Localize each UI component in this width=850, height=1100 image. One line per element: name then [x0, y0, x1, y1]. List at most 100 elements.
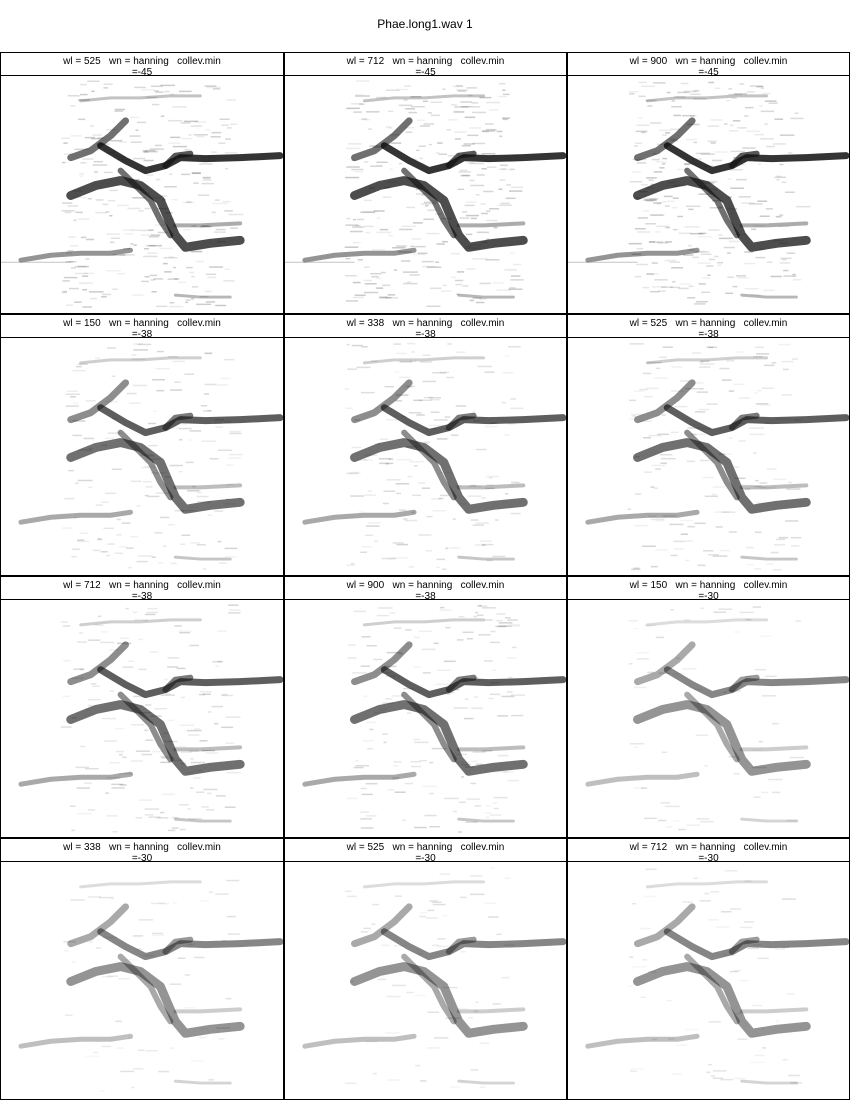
spectrogram-track [18, 771, 134, 787]
spectrogram-track [66, 438, 245, 514]
spectrogram-track [663, 666, 849, 699]
page-title: Phae.long1.wav 1 [377, 17, 473, 31]
spectrogram-track [684, 429, 740, 501]
panel-collev-min: =-30 [698, 853, 719, 862]
spectrogram-track [350, 176, 528, 252]
spectrogram-track [585, 247, 700, 263]
spectrogram-track [79, 94, 202, 103]
spectrogram-track [445, 412, 477, 431]
panel-collev-min: =-45 [698, 67, 719, 76]
panel-header: wl = 525 wn = hanning collev.min =-38 [567, 314, 850, 338]
spectrogram-track [302, 771, 417, 787]
spectrogram-track [173, 1007, 243, 1014]
spectrogram-plot [0, 75, 284, 314]
spectrogram-plot [284, 75, 567, 314]
spectrogram-track [302, 1033, 417, 1049]
spectrogram-track [79, 356, 202, 365]
spectrogram-track [456, 1007, 526, 1014]
spectrogram-track [457, 293, 515, 299]
spectrogram-track [66, 700, 245, 776]
spectrogram-track [645, 356, 769, 365]
panel-label: wl = 900 wn = hanning collev.min [629, 56, 788, 67]
spectrogram-plot [284, 861, 567, 1100]
panel-label: wl = 712 wn = hanning collev.min [63, 580, 221, 591]
spectrogram-track [456, 483, 526, 490]
spectrogram-track [380, 666, 566, 699]
spectrogram-track [633, 438, 811, 514]
panel-collev-min: =-45 [131, 67, 153, 76]
spectrogram-track [173, 483, 243, 490]
spectrogram-track [663, 928, 849, 961]
spectrogram-track [740, 555, 798, 561]
spectrogram-panel: wl = 900 wn = hanning collev.min =-38 [284, 576, 567, 838]
spectrogram-track [739, 221, 809, 228]
spectrogram-image [585, 606, 849, 831]
panel-header: wl = 900 wn = hanning collev.min =-38 [284, 576, 567, 600]
spectrogram-image [302, 342, 566, 570]
spectrogram-track [18, 247, 134, 263]
panel-label: wl = 338 wn = hanning collev.min [63, 842, 221, 853]
spectrogram-track [728, 412, 760, 431]
spectrogram-plot [0, 337, 284, 576]
panel-label: wl = 150 wn = hanning collev.min [629, 580, 788, 591]
panel-label: wl = 525 wn = hanning collev.min [629, 318, 788, 329]
panel-collev-min: =-30 [131, 853, 153, 862]
spectrogram-plot [284, 599, 567, 838]
spectrogram-track [445, 674, 477, 693]
spectrogram-track [350, 438, 528, 514]
panel-header: wl = 150 wn = hanning collev.min =-30 [567, 576, 850, 600]
spectrogram-track [456, 221, 526, 228]
panel-collev-min: =-45 [415, 67, 436, 76]
panel-label: wl = 525 wn = hanning collev.min [346, 842, 505, 853]
spectrogram-track [162, 936, 194, 955]
spectrogram-panel: wl = 150 wn = hanning collev.min =-38 [0, 314, 284, 576]
spectrogram-track [380, 142, 566, 175]
spectrogram-track [162, 412, 194, 431]
spectrogram-panel: wl = 525 wn = hanning collev.min =-38 [567, 314, 850, 576]
spectrogram-track [362, 618, 486, 627]
spectrogram-plot [567, 337, 850, 576]
spectrogram-image [302, 867, 566, 1088]
spectrogram-track [18, 1033, 134, 1049]
spectrogram-track [350, 962, 528, 1038]
spectrogram-track [350, 700, 528, 776]
spectrogram-track [645, 94, 769, 103]
panel-collev-min: =-38 [698, 329, 719, 338]
spectrogram-panel: wl = 150 wn = hanning collev.min =-30 [567, 576, 850, 838]
spectrogram-track [401, 167, 457, 239]
panel-header: wl = 338 wn = hanning collev.min =-38 [284, 314, 567, 338]
spectrogram-plot [0, 599, 284, 838]
spectrogram-plot [284, 337, 567, 576]
spectrogram-plot [567, 861, 850, 1100]
spectrogram-track [663, 142, 849, 175]
spectrogram-track [740, 817, 798, 823]
spectrogram-plot [0, 861, 284, 1100]
spectrogram-track [18, 509, 134, 525]
panel-header: wl = 712 wn = hanning collev.min =-45 [284, 52, 567, 76]
panel-header: wl = 900 wn = hanning collev.min =-45 [567, 52, 850, 76]
spectrogram-track [380, 928, 566, 961]
spectrogram-panel: wl = 525 wn = hanning collev.min =-45 [0, 52, 284, 314]
spectrogram-track [585, 771, 700, 787]
panel-collev-min: =-38 [415, 329, 436, 338]
spectrogram-track [117, 953, 174, 1025]
spectrogram-track [663, 404, 849, 437]
spectrogram-panel: wl = 712 wn = hanning collev.min =-30 [567, 838, 850, 1100]
spectrogram-track [401, 429, 457, 501]
panel-label: wl = 900 wn = hanning collev.min [346, 580, 505, 591]
panel-header: wl = 150 wn = hanning collev.min =-38 [0, 314, 284, 338]
spectrogram-plot [567, 599, 850, 838]
spectrogram-grid: wl = 525 wn = hanning collev.min =-45 wl =… [0, 52, 850, 1100]
panel-header: wl = 712 wn = hanning collev.min =-38 [0, 576, 284, 600]
spectrogram-track [162, 150, 194, 169]
spectrogram-track [79, 880, 202, 889]
spectrogram-track [162, 674, 194, 693]
spectrogram-track [645, 880, 769, 889]
spectrogram-track [457, 817, 515, 823]
spectrogram-track [401, 691, 457, 763]
spectrogram-image [585, 868, 849, 1085]
spectrogram-track [173, 745, 243, 752]
panel-collev-min: =-30 [415, 853, 436, 862]
spectrogram-track [456, 745, 526, 752]
spectrogram-track [173, 1079, 232, 1085]
